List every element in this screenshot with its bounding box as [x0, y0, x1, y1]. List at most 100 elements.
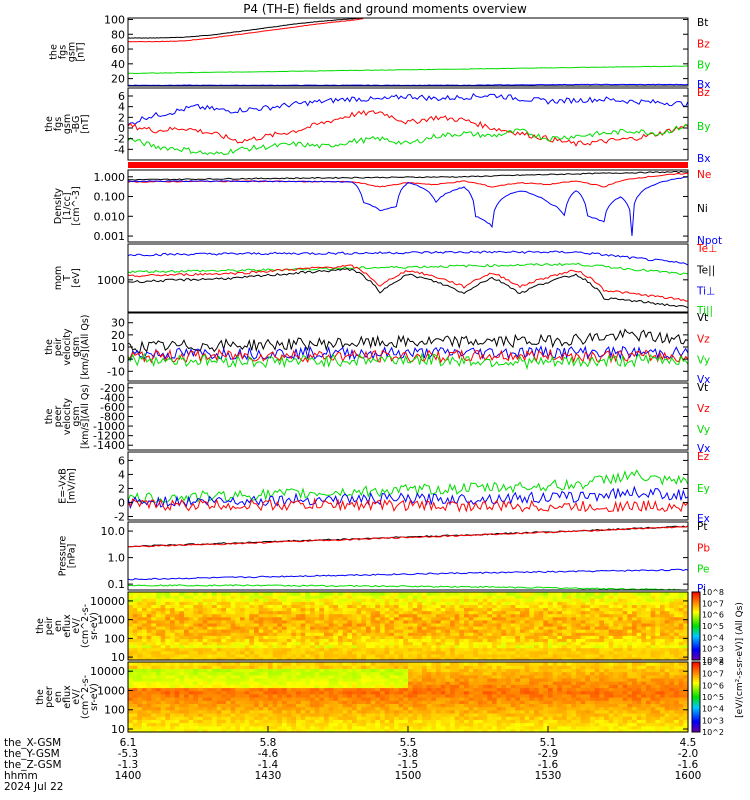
heatmap-cell	[128, 728, 134, 733]
heatmap-cell	[132, 638, 138, 643]
heatmap-cell	[272, 629, 278, 633]
heatmap-cell	[193, 693, 199, 698]
heatmap-cell	[370, 635, 376, 639]
heatmap-cell	[543, 712, 549, 717]
heatmap-cell	[258, 725, 264, 730]
heatmap-cell	[431, 601, 437, 605]
heatmap-cell	[496, 635, 502, 639]
heatmap-cell	[464, 632, 470, 636]
heatmap-cell	[636, 619, 642, 624]
heatmap-cell	[170, 728, 176, 733]
heatmap-cell	[660, 607, 666, 612]
heatmap-cell	[520, 677, 526, 682]
heatmap-cell	[482, 619, 488, 624]
heatmap-cell	[188, 700, 194, 704]
heatmap-cell	[338, 626, 344, 630]
heatmap-cell	[398, 622, 404, 627]
heatmap-cell	[655, 629, 661, 633]
heatmap-cell	[165, 607, 171, 612]
heatmap-cell	[515, 632, 521, 636]
heatmap-cell	[165, 671, 171, 676]
y-tick-label: 2	[118, 111, 125, 124]
heatmap-cell	[548, 653, 554, 658]
heatmap-cell	[403, 604, 409, 609]
heatmap-cell	[576, 610, 582, 615]
heatmap-cell	[128, 635, 134, 639]
heatmap-cell	[394, 622, 400, 627]
heatmap-cell	[268, 703, 274, 708]
heatmap-cell	[403, 662, 409, 666]
heatmap-cell	[165, 650, 171, 655]
heatmap-cell	[524, 668, 530, 673]
heatmap-cell	[426, 677, 432, 682]
heatmap-cell	[543, 706, 549, 711]
heatmap-cell	[370, 716, 376, 720]
heatmap-cell	[408, 712, 414, 717]
heatmap-cell	[534, 693, 540, 698]
heatmap-cell	[202, 592, 208, 596]
heatmap-cell	[174, 595, 180, 599]
heatmap-cell	[650, 613, 656, 618]
heatmap-cell	[492, 644, 498, 649]
heatmap-cell	[184, 653, 190, 658]
heatmap-cell	[426, 700, 432, 704]
heatmap-cell	[375, 677, 381, 682]
heatmap-cell	[366, 709, 372, 714]
heatmap-cell	[417, 644, 423, 649]
heatmap-cell	[408, 622, 414, 627]
heatmap-cell	[221, 644, 227, 649]
heatmap-cell	[361, 690, 367, 695]
heatmap-cell	[436, 690, 442, 695]
heatmap-cell	[408, 619, 414, 624]
heatmap-cell	[674, 598, 680, 602]
heatmap-cell	[347, 604, 353, 609]
heatmap-cell	[268, 716, 274, 720]
heatmap-cell	[174, 613, 180, 618]
heatmap-cell	[389, 632, 395, 636]
heatmap-cell	[132, 622, 138, 627]
heatmap-cell	[403, 719, 409, 724]
heatmap-cell	[347, 719, 353, 724]
heatmap-cell	[314, 592, 320, 596]
heatmap-cell	[188, 706, 194, 711]
heatmap-cell	[520, 662, 526, 666]
heatmap-cell	[506, 719, 512, 724]
heatmap-cell	[529, 592, 535, 596]
heatmap-cell	[566, 709, 572, 714]
heatmap-cell	[202, 722, 208, 727]
heatmap-cell	[291, 622, 297, 627]
heatmap-cell	[249, 601, 255, 605]
heatmap-cell	[202, 626, 208, 630]
heatmap-cell	[207, 665, 213, 669]
heatmap-cell	[361, 728, 367, 733]
heatmap-cell	[174, 629, 180, 633]
heatmap-cell	[132, 668, 138, 673]
heatmap-cell	[655, 616, 661, 621]
heatmap-cell	[618, 622, 624, 627]
heatmap-cell	[478, 613, 484, 618]
heatmap-cell	[202, 629, 208, 633]
heatmap-cell	[394, 677, 400, 682]
heatmap-cell	[370, 592, 376, 596]
heatmap-cell	[193, 632, 199, 636]
heatmap-cell	[417, 622, 423, 627]
heatmap-cell	[408, 668, 414, 673]
heatmap-cell	[151, 656, 157, 661]
heatmap-cell	[646, 656, 652, 661]
heatmap-cell	[529, 622, 535, 627]
heatmap-cell	[184, 671, 190, 676]
heatmap-cell	[310, 690, 316, 695]
heatmap-cell	[356, 728, 362, 733]
heatmap-cell	[184, 706, 190, 711]
heatmap-cell	[310, 653, 316, 658]
y-axis-label: eV/	[71, 617, 82, 633]
heatmap-cell	[585, 638, 591, 643]
heatmap-cell	[198, 598, 204, 602]
heatmap-cell	[286, 610, 292, 615]
heatmap-cell	[515, 604, 521, 609]
heatmap-cell	[436, 629, 442, 633]
heatmap-cell	[636, 641, 642, 646]
heatmap-cell	[254, 592, 260, 596]
legend-label: Npot	[697, 235, 722, 247]
